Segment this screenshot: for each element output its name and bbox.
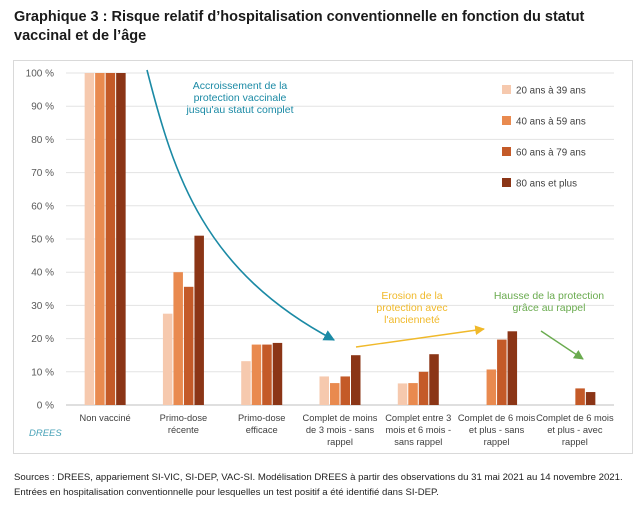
- bar: [340, 376, 350, 405]
- legend-swatch: [502, 116, 511, 125]
- annotation-text: protection vaccinale: [194, 92, 287, 104]
- x-category-label: et plus - avec: [547, 425, 603, 435]
- bar: [319, 376, 329, 405]
- annotation-text: Erosion de la: [381, 290, 442, 302]
- protection-increase-arrow: [146, 69, 335, 341]
- annotation-text: Accroissement de la: [193, 80, 288, 92]
- x-category-label: rappel: [484, 437, 510, 447]
- bar-chart: 0 % 10 % 20 % 30 % 40 % 50 % 60 % 70 % 80 % 90 % 1…: [26, 69, 614, 447]
- bar: [351, 355, 361, 405]
- bar: [241, 361, 251, 405]
- chart-frame: 0 % 10 % 20 % 30 % 40 % 50 % 60 % 70 % 80 % 90 % 1…: [13, 60, 633, 454]
- bar: [408, 383, 418, 405]
- bar: [497, 339, 507, 405]
- y-tick-label: 60 %: [31, 201, 54, 212]
- x-category-label: Complet entre 3: [385, 413, 451, 423]
- bar: [194, 235, 204, 405]
- y-tick-label: 10 %: [31, 367, 54, 378]
- bar: [183, 286, 194, 405]
- x-category-label: Complet de moins: [303, 413, 378, 423]
- chart-title: Graphique 3 : Risque relatif d’hospitali…: [14, 9, 585, 44]
- annotation-text: Hausse de la protection: [494, 290, 604, 302]
- bar: [116, 73, 126, 405]
- bar: [507, 331, 518, 405]
- y-tick-label: 70 %: [31, 168, 54, 179]
- bar: [262, 344, 272, 405]
- bar: [585, 392, 596, 405]
- legend-swatch: [502, 178, 511, 187]
- legend-swatch: [502, 85, 511, 94]
- bar: [95, 73, 105, 405]
- bar: [330, 383, 340, 405]
- x-category-label: mois et 6 mois -: [385, 425, 451, 435]
- bar: [575, 388, 585, 405]
- legend-label: 40 ans à 59 ans: [516, 117, 586, 128]
- bar: [105, 73, 116, 405]
- sources-line-1: Sources : DREES, appariement SI-VIC, SI-…: [14, 472, 623, 483]
- bar: [272, 342, 283, 405]
- y-tick-label: 80 %: [31, 135, 54, 146]
- legend-swatch: [502, 147, 511, 156]
- x-category-label: et plus - sans: [469, 425, 525, 435]
- y-tick-label: 0 %: [37, 401, 54, 412]
- bar: [84, 73, 95, 405]
- bar: [162, 313, 173, 405]
- x-category-label: de 3 mois - sans: [306, 425, 375, 435]
- y-tick-label: 30 %: [31, 301, 54, 312]
- bar: [251, 344, 262, 405]
- bar: [429, 354, 439, 405]
- x-category-label: récente: [168, 425, 199, 435]
- y-tick-label: 90 %: [31, 102, 54, 113]
- annotation-text: l'ancienneté: [384, 314, 440, 326]
- legend-label: 20 ans à 39 ans: [516, 86, 586, 97]
- x-category-label: rappel: [562, 437, 588, 447]
- bar: [397, 383, 408, 405]
- annotation-text: protection avec: [376, 302, 447, 314]
- bar: [486, 369, 497, 405]
- x-category-label: Non vacciné: [80, 413, 131, 423]
- drees-logo: DREES: [29, 428, 62, 439]
- sources-note: Sources : DREES, appariement SI-VIC, SI-…: [14, 470, 634, 500]
- y-tick-label: 50 %: [31, 235, 54, 246]
- x-category-label: Complet de 6 mois: [536, 413, 614, 423]
- legend-label: 60 ans à 79 ans: [516, 148, 586, 159]
- annotation-text: jusqu'au statut complet: [185, 104, 293, 116]
- logo-box: [27, 423, 57, 440]
- sources-line-2: Entrées en hospitalisation conventionnel…: [14, 487, 439, 498]
- x-category-label: efficace: [246, 425, 278, 435]
- booster-increase-arrow: [540, 330, 584, 360]
- x-category-label: Primo-dose: [160, 413, 208, 423]
- bar: [418, 371, 429, 405]
- y-tick-label: 40 %: [31, 268, 54, 279]
- x-category-label: Complet de 6 mois: [458, 413, 536, 423]
- y-tick-label: 20 %: [31, 334, 54, 345]
- protection-erosion-arrow: [355, 325, 485, 348]
- annotation-text: grâce au rappel: [513, 302, 586, 314]
- x-category-label: Primo-dose: [238, 413, 286, 423]
- x-category-label: sans rappel: [394, 437, 442, 447]
- y-tick-label: 100 %: [26, 69, 54, 80]
- legend-label: 80 ans et plus: [516, 179, 577, 190]
- x-category-label: rappel: [327, 437, 353, 447]
- bar: [173, 272, 183, 405]
